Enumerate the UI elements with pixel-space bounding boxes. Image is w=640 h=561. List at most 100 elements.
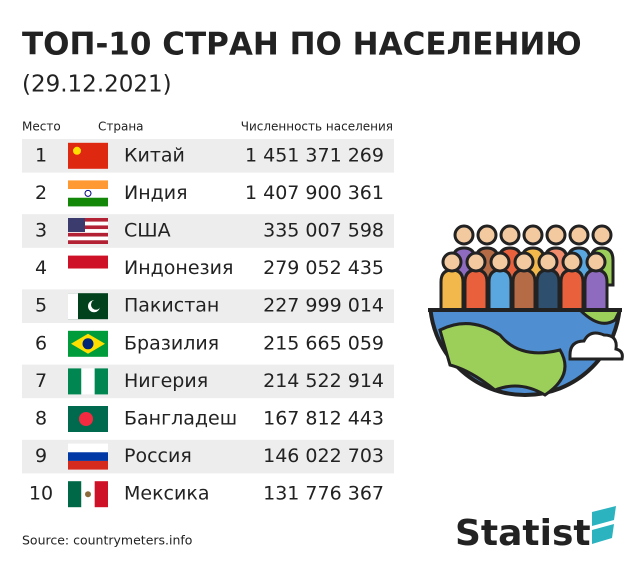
population: 227 999 014 <box>263 295 384 317</box>
person-head <box>568 224 590 246</box>
person-head <box>522 224 544 246</box>
table-body: 1 Китай 1 451 371 269 2 Индия 1 407 900 361 3 С… <box>22 139 394 508</box>
logo: Statist <box>455 513 591 554</box>
population: 214 522 914 <box>263 370 384 392</box>
person-head <box>591 224 613 246</box>
population: 335 007 598 <box>263 220 384 242</box>
rank: 9 <box>35 445 47 467</box>
person-head <box>453 224 475 246</box>
rank: 3 <box>35 220 47 242</box>
country: Бангладеш <box>124 408 237 430</box>
person-head <box>585 251 607 273</box>
flag-part <box>68 460 108 470</box>
title: ТОП-10 СТРАН ПО НАСЕЛЕНИЮ <box>22 27 582 63</box>
population: 131 776 367 <box>263 483 384 505</box>
person-body <box>439 268 465 312</box>
country: Бразилия <box>124 332 219 354</box>
person-body <box>559 268 585 312</box>
person-head <box>513 251 535 273</box>
country: Россия <box>124 445 192 467</box>
person-head <box>537 251 559 273</box>
flag-part <box>85 491 91 498</box>
flag-part <box>82 338 94 350</box>
flag-part <box>68 268 108 282</box>
rank: 5 <box>35 295 47 317</box>
flag-part <box>81 368 95 395</box>
flag-part <box>68 229 108 233</box>
country: Нигерия <box>124 370 208 392</box>
column-header: Численность населения <box>241 120 393 134</box>
person-head <box>545 224 567 246</box>
person-body <box>511 268 537 312</box>
population: 1 451 371 269 <box>245 144 384 166</box>
rank: 1 <box>35 144 47 166</box>
flag-part <box>68 255 108 269</box>
flag <box>68 368 108 395</box>
country: США <box>124 220 171 242</box>
flag-part <box>68 481 82 508</box>
illustration <box>428 224 624 397</box>
flag-part <box>94 368 108 395</box>
flag-part <box>91 299 101 310</box>
column-header: Место <box>22 120 61 134</box>
flag-part <box>68 225 108 230</box>
flag <box>68 293 108 320</box>
rank: 6 <box>35 332 47 354</box>
flag-part <box>68 180 108 190</box>
logo-icon <box>592 506 616 544</box>
flag-part <box>68 452 108 461</box>
rank: 7 <box>35 370 47 392</box>
flag <box>68 180 108 207</box>
flag-part <box>68 236 108 241</box>
flag-part <box>68 218 85 232</box>
subtitle: (29.12.2021) <box>22 72 172 98</box>
rank: 2 <box>35 182 47 204</box>
flag-part <box>68 142 108 169</box>
flag <box>68 142 108 169</box>
person-head <box>499 224 521 246</box>
person-body <box>487 268 513 312</box>
flag-part <box>94 481 108 508</box>
flag-part <box>79 412 93 426</box>
person-body <box>463 268 489 312</box>
flag <box>68 330 108 357</box>
flag-part <box>68 197 108 207</box>
flag-part <box>68 293 78 320</box>
person-body <box>583 268 609 312</box>
flag-part <box>84 189 92 197</box>
population: 279 052 435 <box>263 257 384 279</box>
country: Индия <box>124 182 188 204</box>
flag-part <box>68 240 108 244</box>
person-head <box>561 251 583 273</box>
rank: 10 <box>29 483 53 505</box>
flag <box>68 255 108 282</box>
person-body <box>535 268 561 312</box>
flag-part <box>68 443 108 453</box>
rank: 4 <box>35 257 47 279</box>
person-head <box>476 224 498 246</box>
country: Мексика <box>124 483 209 505</box>
flag-part <box>68 189 108 198</box>
flag-part <box>68 232 108 237</box>
flag-part <box>73 146 81 155</box>
source: Source: countrymeters.info <box>22 533 192 548</box>
column-header: Страна <box>98 120 144 134</box>
flag <box>68 218 108 244</box>
population: 215 665 059 <box>263 332 384 354</box>
rank: 8 <box>35 408 47 430</box>
person-head <box>465 251 487 273</box>
population: 1 407 900 361 <box>245 182 384 204</box>
person-head <box>441 251 463 273</box>
flag-part <box>68 368 82 395</box>
country: Пакистан <box>124 295 219 317</box>
population: 167 812 443 <box>263 408 384 430</box>
flag <box>68 406 108 432</box>
population: 146 022 703 <box>263 445 384 467</box>
flag <box>68 481 108 508</box>
flag-part <box>68 221 108 226</box>
country: Китай <box>124 144 185 166</box>
flag-part <box>68 218 108 222</box>
flag <box>68 443 108 470</box>
country: Индонезия <box>124 257 233 279</box>
